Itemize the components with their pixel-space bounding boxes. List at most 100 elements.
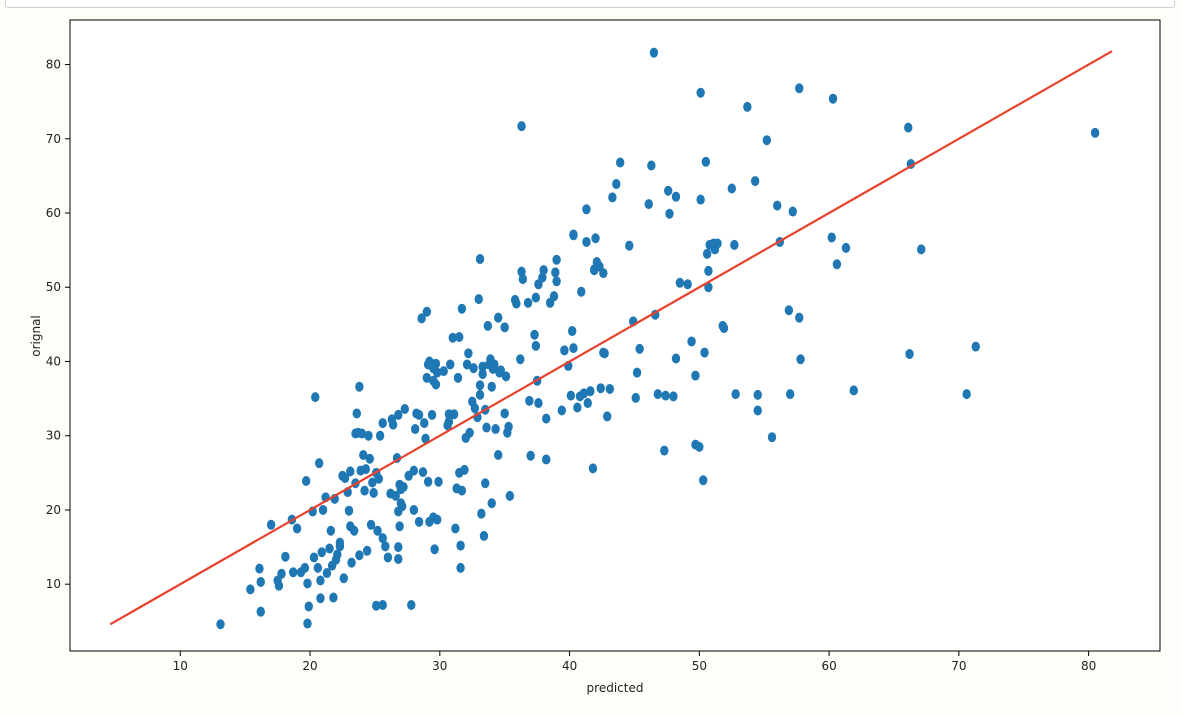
scatter-point — [727, 183, 736, 194]
scatter-point — [303, 618, 312, 629]
scatter-point — [399, 481, 408, 492]
scatter-point — [329, 592, 338, 603]
scatter-point — [531, 340, 541, 351]
scatter-point — [828, 93, 838, 104]
scatter-point — [456, 540, 465, 551]
scatter-point — [373, 525, 382, 536]
scatter-point — [359, 450, 368, 461]
x-tick-label: 80 — [1081, 659, 1096, 673]
x-tick-label: 30 — [432, 659, 447, 673]
scatter-point — [517, 121, 526, 132]
scatter-point — [474, 294, 483, 305]
scatter-point — [456, 562, 465, 573]
x-axis-label: predicted — [587, 681, 644, 695]
scatter-point — [517, 266, 526, 277]
scatter-point — [534, 398, 543, 409]
scatter-point — [453, 372, 463, 383]
x-tick-label: 40 — [562, 659, 577, 673]
scatter-point — [827, 232, 836, 243]
scatter-point — [317, 547, 326, 558]
scatter-point — [904, 122, 913, 133]
scatter-point — [603, 411, 612, 422]
scatter-point — [490, 359, 499, 370]
scatter-point — [325, 543, 334, 554]
scatter-point — [695, 441, 704, 452]
scatter-point — [475, 254, 485, 265]
scatter-point — [303, 578, 312, 589]
scatter-point — [374, 473, 384, 484]
scatter-point — [675, 277, 685, 288]
scatter-point — [346, 466, 355, 477]
scatter-point — [457, 303, 467, 314]
scatter-point — [421, 433, 430, 444]
scatter-point — [582, 204, 591, 215]
y-tick-label: 40 — [46, 354, 61, 368]
scatter-point — [625, 240, 634, 251]
scatter-point — [395, 521, 404, 532]
scatter-point — [579, 388, 589, 399]
x-tick-label: 50 — [692, 659, 707, 673]
scatter-point — [482, 422, 491, 433]
output-cell-border — [5, 0, 1175, 8]
scatter-point — [525, 395, 534, 406]
scatter-point — [369, 487, 378, 498]
scatter-point — [347, 557, 356, 568]
scatter-point — [644, 199, 653, 210]
scatter-point — [649, 47, 659, 58]
scatter-point — [357, 428, 367, 439]
scatter-point — [795, 312, 804, 323]
x-tick-label: 60 — [821, 659, 836, 673]
scatter-point — [683, 279, 692, 290]
scatter-point — [552, 276, 561, 287]
scatter-point — [849, 385, 858, 396]
scatter-point — [274, 580, 284, 591]
scatter-point — [671, 353, 681, 364]
scatter-point — [478, 361, 487, 372]
scatter-point — [487, 498, 496, 509]
scatter-point — [335, 537, 345, 548]
scatter-point — [313, 562, 323, 573]
scatter-point — [631, 392, 640, 403]
scatter-point — [583, 398, 592, 409]
scatter-point — [505, 490, 515, 501]
scatter-point — [368, 477, 377, 488]
scatter-point — [410, 424, 420, 435]
scatter-point — [664, 185, 673, 196]
scatter-point — [394, 542, 403, 553]
scatter-point — [586, 386, 595, 397]
scatter-point — [355, 381, 364, 392]
scatter-point — [434, 476, 443, 487]
scatter-point — [669, 391, 678, 402]
scatter-point — [591, 233, 600, 244]
scatter-point — [632, 367, 642, 378]
scatter-point — [462, 359, 472, 370]
scatter-point — [671, 191, 681, 202]
scatter-point — [397, 501, 407, 512]
scatter-point — [256, 606, 265, 617]
scatter-point — [762, 135, 772, 146]
scatter-point — [612, 179, 621, 190]
scatter-point — [366, 519, 376, 530]
y-axis: 10 20 30 40 50 60 70 80 — [46, 58, 70, 591]
scatter-point — [422, 372, 432, 383]
scatter-point — [582, 236, 591, 247]
scatter-point — [743, 101, 752, 112]
scatter-point — [516, 354, 525, 365]
scatter-point — [314, 458, 324, 469]
scatter-point — [605, 383, 615, 394]
scatter-point — [917, 244, 926, 255]
scatter-point — [477, 508, 486, 519]
scatter-point — [475, 389, 485, 400]
scatter-point — [455, 331, 464, 342]
scatter-point — [615, 157, 625, 168]
scatter-point — [388, 419, 398, 430]
scatter-point — [460, 464, 469, 475]
scatter-point — [292, 523, 302, 534]
scatter-point — [504, 421, 513, 432]
scatter-point — [784, 305, 794, 316]
scatter-point — [478, 369, 487, 380]
scatter-point — [702, 248, 712, 259]
scatter-point — [449, 409, 459, 420]
scatter-point — [383, 552, 393, 563]
scatter-point — [542, 413, 551, 424]
